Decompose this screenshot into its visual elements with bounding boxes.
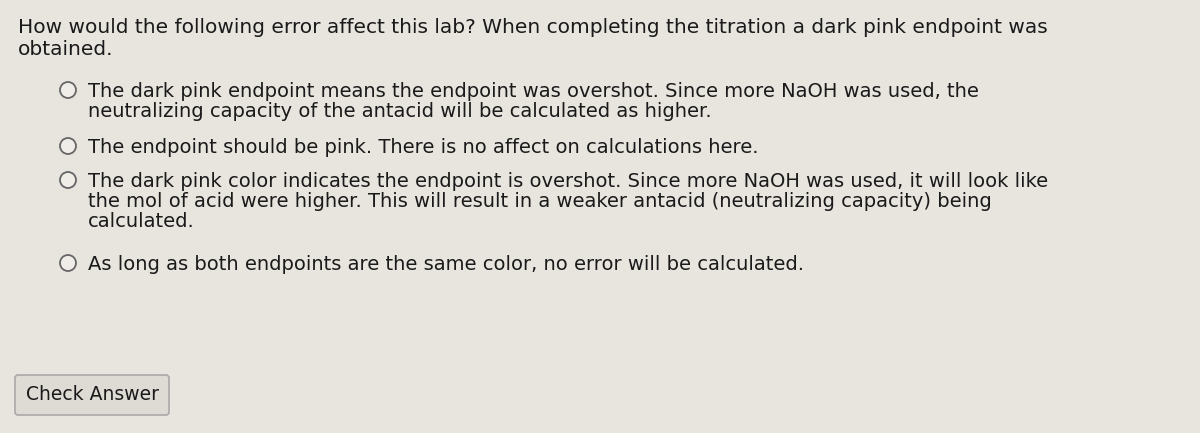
Text: The dark pink endpoint means the endpoint was overshot. Since more NaOH was used: The dark pink endpoint means the endpoin… — [88, 82, 979, 101]
Text: The dark pink color indicates the endpoint is overshot. Since more NaOH was used: The dark pink color indicates the endpoi… — [88, 172, 1048, 191]
Circle shape — [60, 255, 76, 271]
Text: The endpoint should be pink. There is no affect on calculations here.: The endpoint should be pink. There is no… — [88, 138, 758, 157]
Circle shape — [60, 138, 76, 154]
Text: How would the following error affect this lab? When completing the titration a d: How would the following error affect thi… — [18, 18, 1048, 37]
Circle shape — [60, 82, 76, 98]
Text: neutralizing capacity of the antacid will be calculated as higher.: neutralizing capacity of the antacid wil… — [88, 102, 712, 121]
Text: obtained.: obtained. — [18, 40, 114, 59]
Text: Check Answer: Check Answer — [25, 385, 158, 404]
Text: the mol of acid were higher. This will result in a weaker antacid (neutralizing : the mol of acid were higher. This will r… — [88, 192, 991, 211]
Text: As long as both endpoints are the same color, no error will be calculated.: As long as both endpoints are the same c… — [88, 255, 804, 274]
Circle shape — [60, 172, 76, 188]
FancyBboxPatch shape — [14, 375, 169, 415]
Text: calculated.: calculated. — [88, 212, 194, 231]
